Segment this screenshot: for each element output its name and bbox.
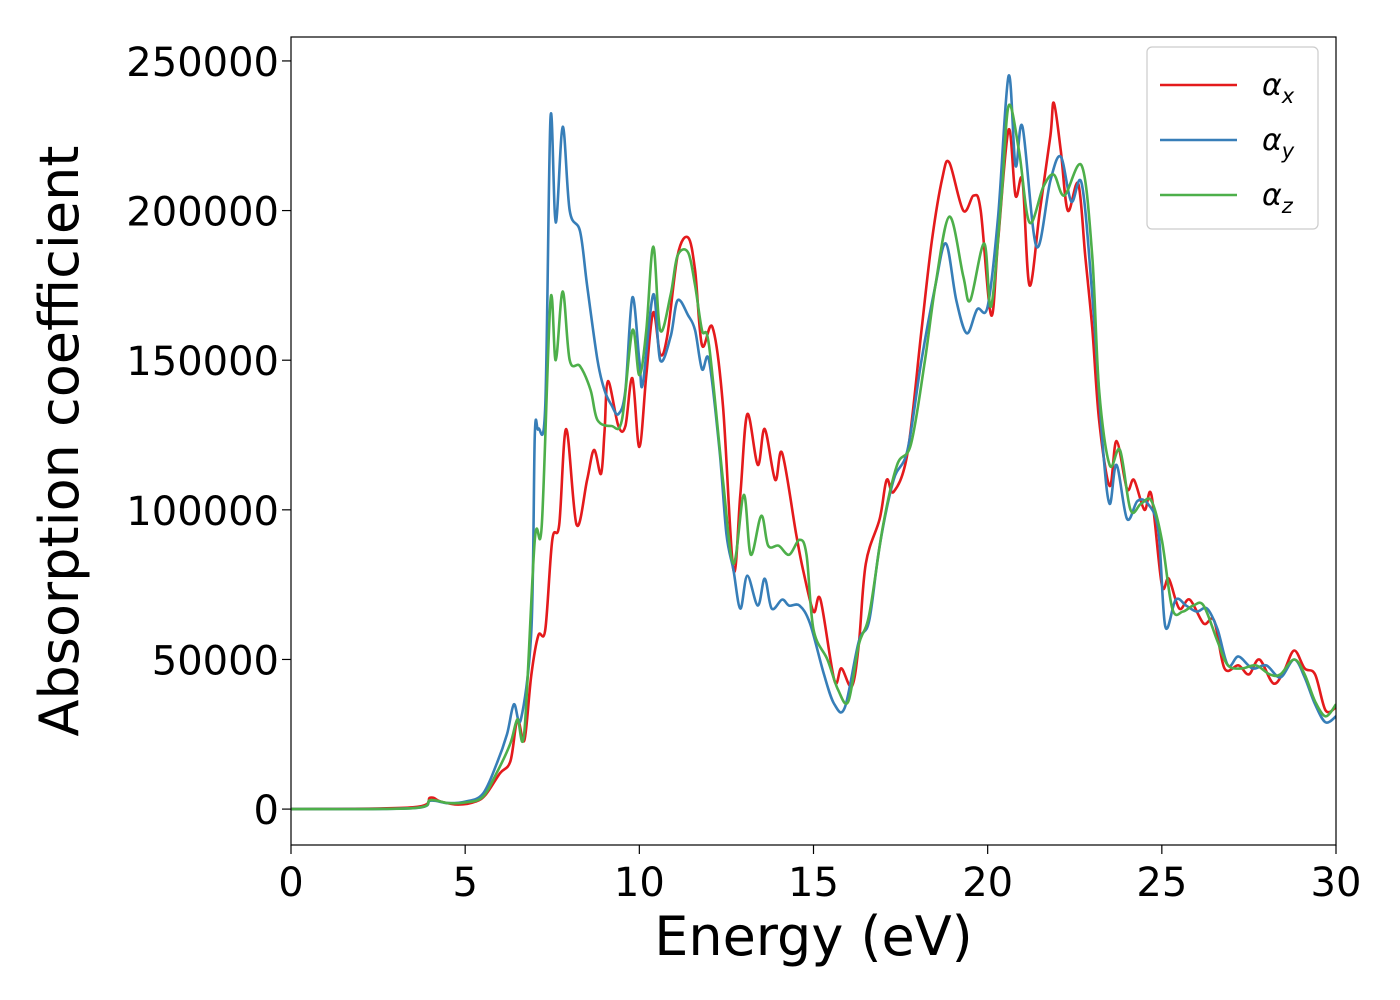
legend-symbol: α <box>1262 68 1282 103</box>
x-axis-ticks: 0 5 10 15 20 25 30 <box>278 845 1361 906</box>
y-tick-label: 200000 <box>126 190 279 236</box>
legend-label-y: αy <box>1262 123 1295 163</box>
x-tick-label: 5 <box>452 860 477 906</box>
series-line-z <box>291 103 1336 811</box>
y-axis-label: Absorption coefficient <box>28 146 91 737</box>
x-tick-label: 20 <box>962 860 1013 906</box>
legend-symbol: α <box>1262 123 1282 158</box>
y-tick-label: 100000 <box>126 489 279 535</box>
legend-label-x: αx <box>1262 68 1295 108</box>
legend-label-z: αz <box>1262 178 1294 218</box>
x-tick-label: 0 <box>278 860 303 906</box>
legend-symbol: α <box>1262 178 1282 213</box>
y-tick-label: 0 <box>254 788 279 834</box>
series-line-y <box>291 74 1336 811</box>
x-axis-label: Energy (eV) <box>654 905 973 968</box>
legend-subscript: z <box>1281 194 1294 218</box>
plot-lines <box>291 74 1336 811</box>
legend-subscript: y <box>1281 139 1295 163</box>
series-line-x <box>291 101 1336 811</box>
x-tick-label: 10 <box>614 860 665 906</box>
y-axis-ticks: 0 50000 100000 150000 200000 250000 <box>126 40 291 834</box>
y-tick-label: 250000 <box>126 40 279 86</box>
y-tick-label: 150000 <box>126 339 279 385</box>
y-tick-label: 50000 <box>152 638 279 684</box>
legend-box <box>1146 46 1319 230</box>
x-tick-label: 15 <box>788 860 839 906</box>
legend-subscript: x <box>1281 84 1295 108</box>
x-tick-label: 30 <box>1311 860 1362 906</box>
x-tick-label: 25 <box>1136 860 1187 906</box>
